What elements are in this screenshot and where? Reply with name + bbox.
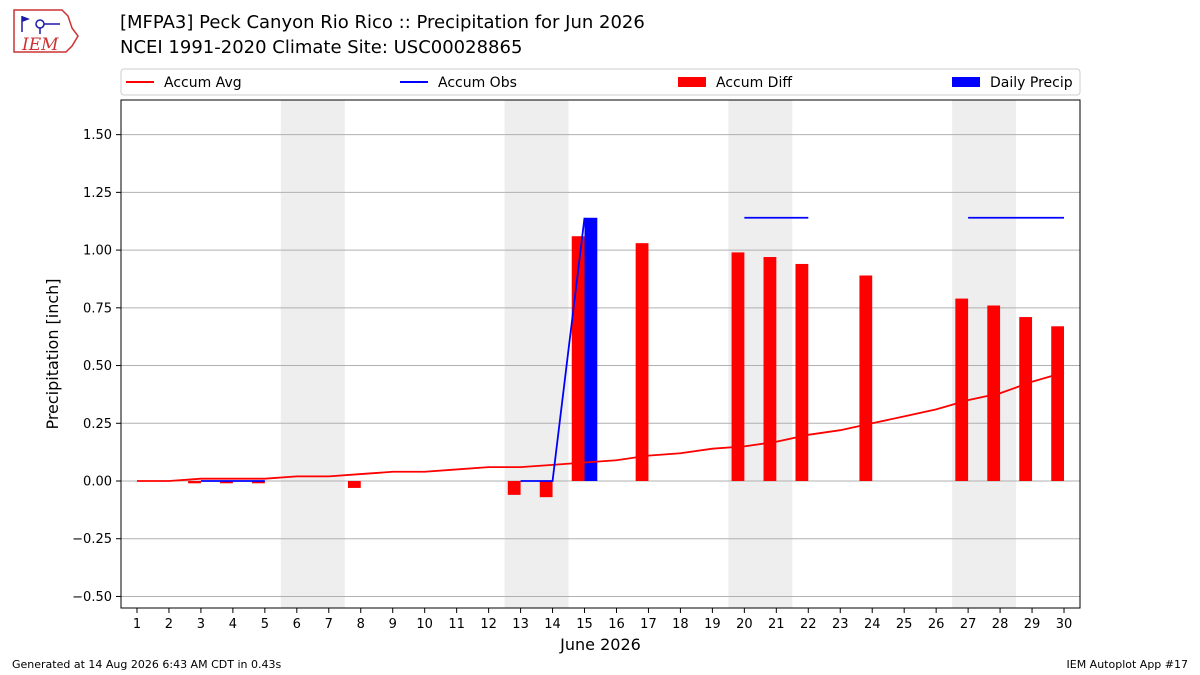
x-tick-label: 8 [357,617,365,632]
x-tick-label: 10 [416,617,433,632]
chart-subtitle: NCEI 1991-2020 Climate Site: USC00028865 [120,37,523,58]
x-tick-label: 9 [389,617,397,632]
x-tick-label: 28 [992,617,1009,632]
x-tick-label: 19 [704,617,721,632]
x-tick-label: 7 [325,617,333,632]
daily-precip-bar [584,217,598,481]
legend-label: Accum Obs [438,75,517,91]
accum-diff-bar [1051,326,1065,481]
weekend-shade [504,100,569,608]
x-tick-label: 14 [544,617,561,632]
x-tick-label: 22 [800,617,817,632]
x-tick-label: 24 [864,617,881,632]
accum-diff-bar [795,263,809,481]
x-tick-label: 1 [133,617,141,632]
accum-obs-line [520,217,586,482]
accum-diff-bar [763,257,777,481]
x-tick-label: 4 [229,617,237,632]
legend-label: Daily Precip [990,75,1073,91]
x-tick-label: 23 [832,617,849,632]
accum-diff-bar [987,305,1001,481]
x-tick-label: 16 [608,617,625,632]
legend-label: Accum Diff [716,75,792,91]
x-tick-label: 3 [197,617,205,632]
x-tick-label: 21 [768,617,785,632]
y-tick-label: −0.50 [72,590,112,605]
app-note: IEM Autoplot App #17 [1066,658,1189,671]
x-tick-label: 13 [512,617,529,632]
y-tick-label: −0.25 [72,532,112,547]
x-tick-label: 15 [576,617,593,632]
iem-logo-icon: IEM [8,6,80,62]
legend-swatch-bar [678,77,706,87]
accum-diff-bar [507,481,521,495]
accum-diff-bar [220,481,233,484]
accum-diff-bar [539,481,553,498]
x-tick-label: 11 [448,617,465,632]
legend-swatch-bar [952,77,980,87]
accum-diff-bar [731,252,745,481]
x-tick-label: 6 [293,617,301,632]
y-tick-label: 1.50 [83,128,112,143]
y-tick-label: 1.00 [83,244,112,259]
weekend-shade [280,100,345,608]
y-tick-label: 1.25 [83,186,112,201]
legend-box [120,68,1081,96]
logo-text: IEM [21,35,59,55]
legend-label: Accum Avg [164,75,242,91]
x-tick-label: 27 [960,617,977,632]
x-tick-label: 26 [928,617,945,632]
accum-diff-bar [635,243,649,481]
x-tick-label: 29 [1024,617,1041,632]
generated-note: Generated at 14 Aug 2026 6:43 AM CDT in … [12,658,282,671]
accum-diff-bar [955,298,969,481]
accum-diff-bar [252,481,265,484]
accum-diff-bar [347,481,361,488]
accum-diff-bar [1019,317,1033,481]
accum-diff-bar [188,481,201,484]
x-tick-label: 17 [640,617,657,632]
x-tick-label: 30 [1056,617,1073,632]
x-tick-label: 25 [896,617,913,632]
accum-diff-bar [859,275,873,481]
x-tick-label: 18 [672,617,689,632]
chart-title: [MFPA3] Peck Canyon Rio Rico :: Precipit… [120,12,645,33]
x-tick-label: 5 [261,617,269,632]
x-tick-label: 20 [736,617,753,632]
y-tick-label: 0.50 [83,359,112,374]
plot-frame [120,99,1081,609]
x-tick-label: 12 [480,617,497,632]
x-axis-label: June 2026 [559,635,641,654]
y-axis-label: Precipitation [inch] [43,278,62,429]
x-tick-label: 2 [165,617,173,632]
accum-avg-line [136,371,1065,482]
y-tick-label: 0.00 [83,475,112,490]
y-tick-label: 0.25 [83,417,112,432]
y-tick-label: 0.75 [83,301,112,316]
